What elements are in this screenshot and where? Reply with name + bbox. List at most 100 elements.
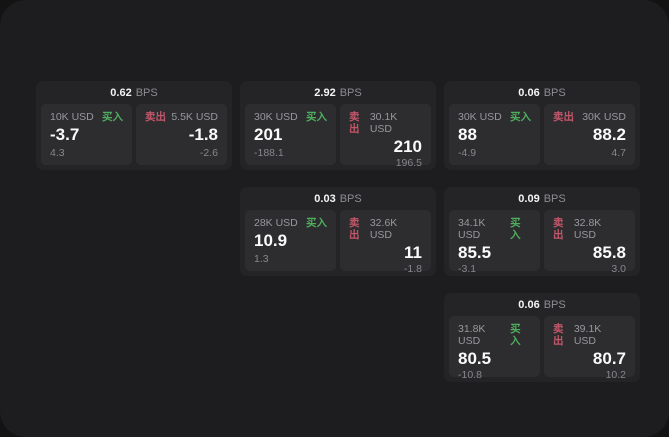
sell-delta: 10.2 <box>605 369 626 381</box>
buy-panel-top: 34.1K USD 买入 <box>458 217 531 241</box>
card-header: 0.06 BPS <box>449 293 635 316</box>
buy-price: 80.5 <box>458 349 492 368</box>
sell-price: 88.2 <box>592 125 626 144</box>
quote-card[interactable]: 2.92 BPS 30K USD 买入 201 -188.1 卖出 30.1K … <box>240 81 436 170</box>
quote-card[interactable]: 0.62 BPS 10K USD 买入 -3.7 4.3 卖出 5.5K USD… <box>36 81 232 170</box>
card-header: 0.09 BPS <box>449 187 635 210</box>
bps-suffix-label: BPS <box>339 192 362 205</box>
sell-side-label: 卖出 <box>553 111 574 123</box>
buy-panel-top: 31.8K USD 买入 <box>458 323 531 347</box>
bps-value: 0.09 <box>518 192 540 205</box>
buy-size: 30K USD <box>458 111 502 123</box>
sell-size: 32.8K USD <box>573 217 602 241</box>
card-header: 0.06 BPS <box>449 81 635 104</box>
buy-delta: -3.1 <box>458 263 477 275</box>
sell-size: 32.6K USD <box>369 217 398 241</box>
sell-side-label: 卖出 <box>349 217 360 241</box>
sell-delta: -2.6 <box>199 147 218 159</box>
bps-suffix-label: BPS <box>135 86 158 99</box>
buy-price: 85.5 <box>458 243 492 262</box>
quote-panels: 30K USD 买入 201 -188.1 卖出 30.1K USD 210 1… <box>245 104 431 169</box>
buy-panel[interactable]: 10K USD 买入 -3.7 4.3 <box>41 104 132 165</box>
sell-panel[interactable]: 卖出 39.1K USD 80.7 10.2 <box>544 316 635 381</box>
bps-value: 0.62 <box>110 86 132 99</box>
buy-price: 10.9 <box>254 231 288 250</box>
quote-card[interactable]: 0.06 BPS 30K USD 买入 88 -4.9 卖出 30K USD 8… <box>444 81 640 170</box>
sell-price: 210 <box>393 137 422 156</box>
buy-price: 88 <box>458 125 477 144</box>
buy-side-label: 买入 <box>306 217 327 229</box>
sell-delta: -1.8 <box>403 263 422 275</box>
sell-delta: 3.0 <box>611 263 626 275</box>
card-header: 0.62 BPS <box>41 81 227 104</box>
buy-panel-top: 10K USD 买入 <box>50 111 123 123</box>
buy-price: -3.7 <box>50 125 80 144</box>
quote-panels: 28K USD 买入 10.9 1.3 卖出 32.6K USD 11 -1.8 <box>245 210 431 275</box>
buy-panel[interactable]: 34.1K USD 买入 85.5 -3.1 <box>449 210 540 275</box>
buy-panel-top: 28K USD 买入 <box>254 217 327 229</box>
sell-panel[interactable]: 卖出 32.6K USD 11 -1.8 <box>340 210 431 275</box>
buy-delta: -10.8 <box>458 369 482 381</box>
sell-side-label: 卖出 <box>145 111 166 123</box>
sell-price: 85.8 <box>592 243 626 262</box>
buy-panel[interactable]: 30K USD 买入 88 -4.9 <box>449 104 540 165</box>
buy-price: 201 <box>254 125 283 144</box>
quote-panels: 31.8K USD 买入 80.5 -10.8 卖出 39.1K USD 80.… <box>449 316 635 381</box>
sell-panel-top: 卖出 32.6K USD <box>349 217 422 241</box>
sell-size: 30.1K USD <box>369 111 398 135</box>
sell-price: -1.8 <box>188 125 218 144</box>
sell-delta: 196.5 <box>395 157 422 169</box>
quote-card[interactable]: 0.03 BPS 28K USD 买入 10.9 1.3 卖出 32.6K US… <box>240 187 436 276</box>
buy-delta: 1.3 <box>254 253 269 265</box>
bps-value: 0.06 <box>518 298 540 311</box>
sell-panel-top: 卖出 32.8K USD <box>553 217 626 241</box>
sell-panel-top: 卖出 30K USD <box>553 111 626 123</box>
buy-delta: -4.9 <box>458 147 477 159</box>
bps-value: 0.06 <box>518 86 540 99</box>
quote-card[interactable]: 0.09 BPS 34.1K USD 买入 85.5 -3.1 卖出 32.8K… <box>444 187 640 276</box>
buy-delta: -188.1 <box>254 147 284 159</box>
sell-size: 30K USD <box>582 111 626 123</box>
buy-panel-top: 30K USD 买入 <box>458 111 531 123</box>
bps-suffix-label: BPS <box>543 86 566 99</box>
bps-suffix-label: BPS <box>543 298 566 311</box>
buy-side-label: 买入 <box>510 323 521 347</box>
card-header: 0.03 BPS <box>245 187 431 210</box>
buy-panel[interactable]: 28K USD 买入 10.9 1.3 <box>245 210 336 271</box>
sell-panel-top: 卖出 39.1K USD <box>553 323 626 347</box>
buy-panel-top: 30K USD 买入 <box>254 111 327 123</box>
sell-panel-top: 卖出 30.1K USD <box>349 111 422 135</box>
sell-panel-top: 卖出 5.5K USD <box>145 111 218 123</box>
sell-price: 80.7 <box>592 349 626 368</box>
quote-card[interactable]: 0.06 BPS 31.8K USD 买入 80.5 -10.8 卖出 39.1… <box>444 293 640 382</box>
sell-price: 11 <box>404 243 422 262</box>
buy-panel[interactable]: 31.8K USD 买入 80.5 -10.8 <box>449 316 540 381</box>
buy-side-label: 买入 <box>306 111 327 123</box>
bps-suffix-label: BPS <box>339 86 362 99</box>
quote-panels: 34.1K USD 买入 85.5 -3.1 卖出 32.8K USD 85.8… <box>449 210 635 275</box>
quote-panels: 30K USD 买入 88 -4.9 卖出 30K USD 88.2 4.7 <box>449 104 635 165</box>
sell-size: 5.5K USD <box>171 111 218 123</box>
bps-suffix-label: BPS <box>543 192 566 205</box>
bps-value: 0.03 <box>314 192 336 205</box>
card-header: 2.92 BPS <box>245 81 431 104</box>
sell-side-label: 卖出 <box>553 323 564 347</box>
sell-panel[interactable]: 卖出 30K USD 88.2 4.7 <box>544 104 635 165</box>
buy-side-label: 买入 <box>102 111 123 123</box>
bps-value: 2.92 <box>314 86 336 99</box>
sell-panel[interactable]: 卖出 30.1K USD 210 196.5 <box>340 104 431 169</box>
buy-size: 28K USD <box>254 217 298 229</box>
buy-size: 10K USD <box>50 111 94 123</box>
sell-delta: 4.7 <box>611 147 626 159</box>
buy-delta: 4.3 <box>50 147 65 159</box>
sell-side-label: 卖出 <box>553 217 564 241</box>
sell-side-label: 卖出 <box>349 111 360 135</box>
quote-panels: 10K USD 买入 -3.7 4.3 卖出 5.5K USD -1.8 -2.… <box>41 104 227 165</box>
sell-panel[interactable]: 卖出 32.8K USD 85.8 3.0 <box>544 210 635 275</box>
buy-size: 34.1K USD <box>458 217 486 241</box>
buy-size: 30K USD <box>254 111 298 123</box>
buy-panel[interactable]: 30K USD 买入 201 -188.1 <box>245 104 336 165</box>
sell-panel[interactable]: 卖出 5.5K USD -1.8 -2.6 <box>136 104 227 165</box>
